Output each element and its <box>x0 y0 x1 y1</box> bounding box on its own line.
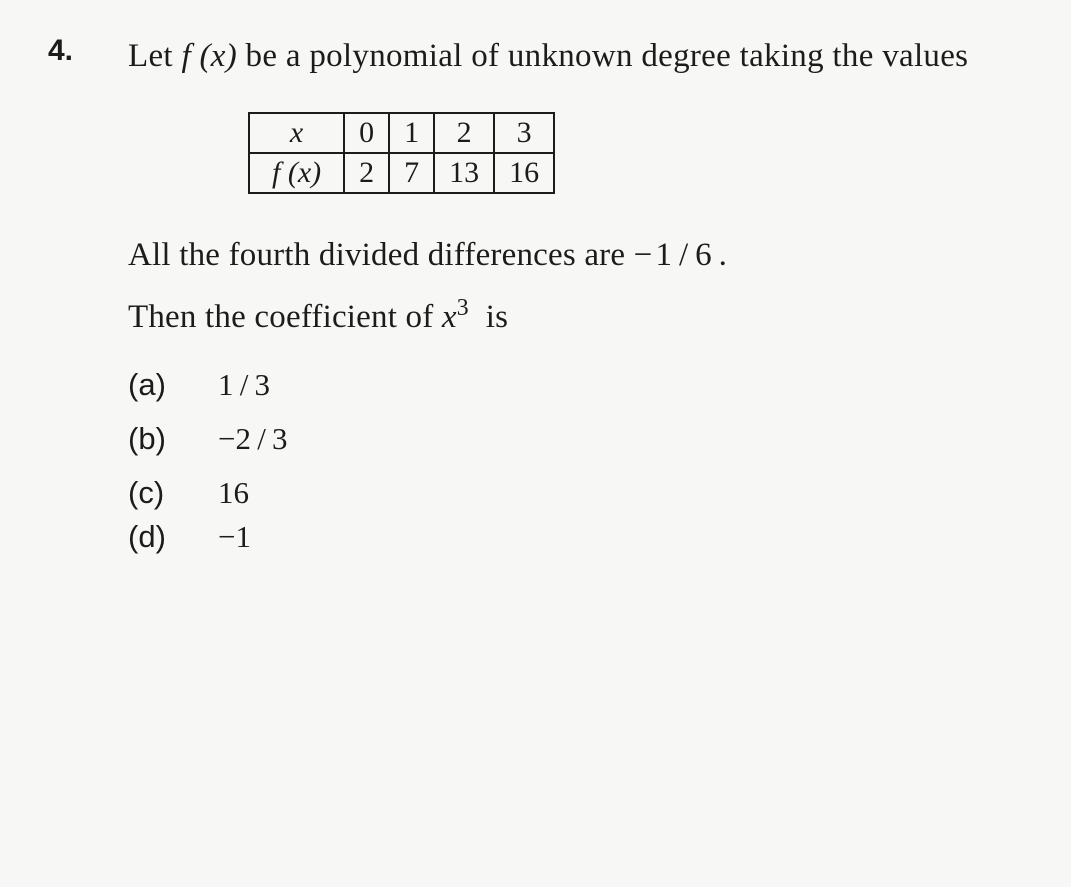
stem-post: be a polynomial of unknown degree taking… <box>237 38 968 74</box>
question-row: 4. Let f (x) be a polynomial of unknown … <box>48 28 1023 563</box>
question-after: All the fourth divided differences are −… <box>128 224 1023 349</box>
question-number: 4. <box>48 28 128 68</box>
after-line-2: Then the coefficient of x3 is <box>128 286 1023 349</box>
option-label: (d) <box>128 519 218 555</box>
option-value: −1 <box>218 519 251 555</box>
table-cell: 2 <box>344 153 389 193</box>
after2-pre: Then the coefficient of <box>128 299 442 335</box>
data-table-wrap: x 0 1 2 3 f (x) 2 7 13 16 <box>248 112 1023 194</box>
data-table: x 0 1 2 3 f (x) 2 7 13 16 <box>248 112 555 194</box>
option-label: (c) <box>128 475 218 511</box>
after-line-1: All the fourth divided differences are −… <box>128 224 1023 287</box>
table-cell: 7 <box>389 153 434 193</box>
after1-val: − 1 / 6 . <box>634 237 727 273</box>
table-cell: 1 <box>389 113 434 153</box>
option-c[interactable]: (c) 16 <box>128 475 1023 511</box>
option-b[interactable]: (b) −2 / 3 <box>128 421 1023 457</box>
option-a[interactable]: (a) 1 / 3 <box>128 367 1023 403</box>
option-d[interactable]: (d) −1 <box>128 519 1023 555</box>
stem-pre: Let <box>128 38 181 74</box>
table-row: f (x) 2 7 13 16 <box>249 153 554 193</box>
table-cell: 13 <box>434 153 494 193</box>
option-label: (a) <box>128 367 218 403</box>
question-content: Let f (x) be a polynomial of unknown deg… <box>128 28 1023 563</box>
math-fx: f (x) <box>181 38 237 74</box>
table-cell: 2 <box>434 113 494 153</box>
table-cell: 3 <box>494 113 554 153</box>
options: (a) 1 / 3 (b) −2 / 3 (c) 16 (d) −1 <box>128 367 1023 555</box>
table-cell: 16 <box>494 153 554 193</box>
option-value: −2 / 3 <box>218 421 288 457</box>
row-label-fx: f (x) <box>249 153 344 193</box>
option-value: 16 <box>218 475 249 511</box>
option-label: (b) <box>128 421 218 457</box>
question-stem: Let f (x) be a polynomial of unknown deg… <box>128 28 1023 86</box>
row-label-x: x <box>249 113 344 153</box>
math-exp: 3 <box>457 295 469 321</box>
table-row: x 0 1 2 3 <box>249 113 554 153</box>
option-value: 1 / 3 <box>218 367 270 403</box>
table-cell: 0 <box>344 113 389 153</box>
after2-post: is <box>477 299 508 335</box>
after1-pre: All the fourth divided differences are <box>128 237 634 273</box>
math-x: x <box>442 299 457 335</box>
page: 4. Let f (x) be a polynomial of unknown … <box>0 0 1071 563</box>
